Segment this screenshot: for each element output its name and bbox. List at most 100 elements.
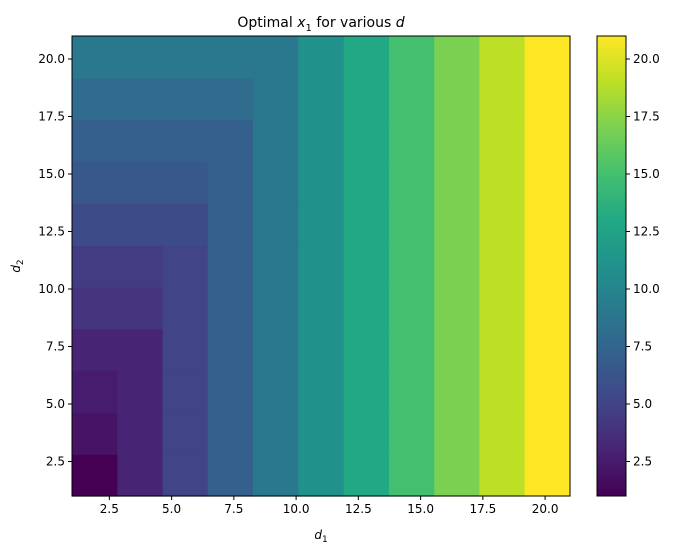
y-tick-label: 17.5: [38, 110, 65, 124]
heatmap-cell: [298, 77, 345, 121]
colorbar-tick-label: 15.0: [633, 167, 660, 181]
colorbar-tick-label: 5.0: [633, 397, 652, 411]
heatmap-cell: [524, 412, 571, 455]
heatmap-cell: [434, 119, 480, 162]
heatmap-cell: [434, 245, 480, 288]
heatmap-cell: [253, 286, 299, 330]
heatmap-cell: [524, 203, 571, 246]
heatmap-cell: [253, 328, 299, 372]
heatmap-cell: [479, 77, 526, 121]
heatmap-cell: [253, 370, 299, 413]
heatmap-cell: [298, 245, 345, 288]
x-tick-label: 7.5: [224, 502, 243, 516]
heatmap-cell: [388, 370, 435, 413]
heatmap-cell: [253, 245, 299, 288]
heatmap-cell: [207, 328, 254, 372]
heatmap-cell: [479, 203, 526, 246]
heatmap-cell: [162, 245, 209, 288]
heatmap-cell: [479, 161, 526, 204]
heatmap-cell: [162, 370, 209, 413]
heatmap-cell: [117, 245, 164, 288]
heatmap-cell: [343, 203, 390, 246]
heatmap-cell: [388, 36, 435, 79]
heatmap-cell: [524, 161, 571, 204]
heatmap-cell: [253, 203, 299, 246]
x-axis: 2.5 5.0 7.5 10.0 12.5 15.0 17.5 20.0: [100, 496, 558, 516]
title-var: x: [296, 15, 306, 31]
heatmap-cell: [253, 454, 299, 497]
heatmap-cell: [72, 77, 118, 121]
heatmap-cell: [479, 119, 526, 162]
heatmap-cell: [343, 370, 390, 413]
heatmap-cell: [434, 161, 480, 204]
heatmap-cell: [434, 36, 480, 79]
heatmap-cell: [207, 161, 254, 204]
heatmap-cell: [298, 286, 345, 330]
y-tick-label: 10.0: [38, 282, 65, 296]
title-sub: 1: [306, 23, 312, 34]
colorbar-tick-label: 12.5: [633, 225, 660, 239]
heatmap-cell: [117, 370, 164, 413]
heatmap-cells: [72, 36, 571, 497]
heatmap-cell: [207, 454, 254, 497]
colorbar-tick-label: 10.0: [633, 282, 660, 296]
heatmap-cell: [253, 161, 299, 204]
heatmap-cell: [343, 412, 390, 455]
x-tick-label: 15.0: [407, 502, 434, 516]
xlabel-var: d: [314, 528, 322, 542]
heatmap-cell: [524, 454, 571, 497]
x-tick-label: 10.0: [283, 502, 310, 516]
heatmap-cell: [72, 245, 118, 288]
heatmap-cell: [207, 119, 254, 162]
y-axis-label: d2: [9, 259, 26, 272]
heatmap-cell: [207, 36, 254, 79]
heatmap-cell: [479, 412, 526, 455]
heatmap-cell: [162, 412, 209, 455]
heatmap-cell: [253, 36, 299, 79]
heatmap-cell: [479, 36, 526, 79]
heatmap-cell: [343, 454, 390, 497]
heatmap-cell: [298, 161, 345, 204]
heatmap-cell: [524, 119, 571, 162]
heatmap-cell: [298, 454, 345, 497]
y-tick-label: 5.0: [46, 397, 65, 411]
heatmap-cell: [162, 286, 209, 330]
heatmap-cell: [388, 412, 435, 455]
y-tick-label: 15.0: [38, 167, 65, 181]
heatmap-cell: [253, 119, 299, 162]
heatmap-cell: [524, 245, 571, 288]
heatmap-cell: [117, 328, 164, 372]
colorbar-tick-label: 7.5: [633, 340, 652, 354]
heatmap-cell: [162, 328, 209, 372]
heatmap-cell: [72, 454, 118, 497]
heatmap-cell: [388, 119, 435, 162]
heatmap-cell: [343, 328, 390, 372]
heatmap-cell: [524, 328, 571, 372]
title-prefix: Optimal: [237, 15, 297, 31]
heatmap-cell: [162, 36, 209, 79]
heatmap-cell: [72, 286, 118, 330]
heatmap-cell: [72, 370, 118, 413]
heatmap-cell: [343, 119, 390, 162]
heatmap-cell: [117, 36, 164, 79]
heatmap-cell: [388, 203, 435, 246]
heatmap-cell: [388, 77, 435, 121]
heatmap-cell: [117, 77, 164, 121]
heatmap-cell: [72, 328, 118, 372]
heatmap-cell: [434, 77, 480, 121]
heatmap-cell: [117, 286, 164, 330]
heatmap-cell: [207, 412, 254, 455]
x-axis-label: d1: [314, 528, 327, 545]
colorbar-tick-label: 17.5: [633, 110, 660, 124]
heatmap-cell: [524, 77, 571, 121]
heatmap-cell: [207, 370, 254, 413]
heatmap-cell: [72, 119, 118, 162]
chart-title: Optimal x1 for various d: [237, 15, 404, 34]
heatmap-cell: [388, 161, 435, 204]
heatmap-cell: [207, 77, 254, 121]
x-tick-label: 2.5: [100, 502, 119, 516]
heatmap-cell: [253, 412, 299, 455]
heatmap-cell: [343, 161, 390, 204]
